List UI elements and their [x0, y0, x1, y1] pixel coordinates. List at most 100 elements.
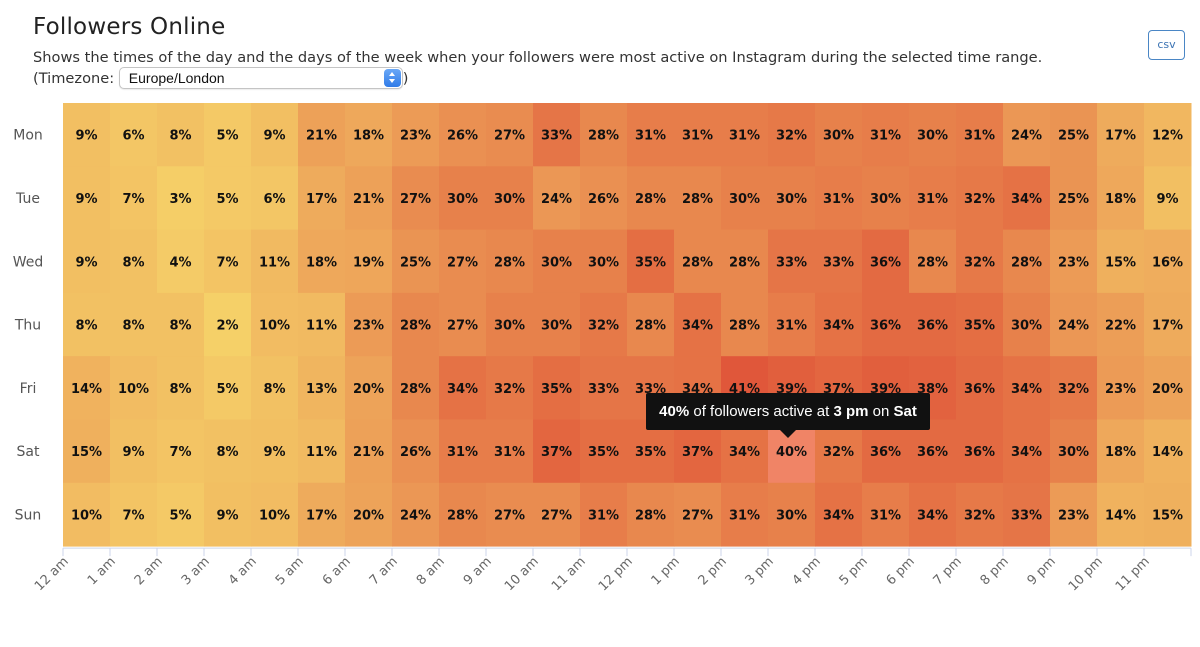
- heatmap-cell[interactable]: [298, 356, 346, 420]
- heatmap-cell[interactable]: [157, 356, 205, 420]
- select-arrows-icon[interactable]: [383, 68, 401, 87]
- heatmap-cell[interactable]: [63, 166, 111, 231]
- heatmap-cell[interactable]: [721, 419, 769, 484]
- heatmap-cell[interactable]: [627, 482, 675, 547]
- heatmap-cell[interactable]: [251, 419, 299, 484]
- heatmap-cell[interactable]: [298, 482, 346, 547]
- heatmap-cell[interactable]: [909, 292, 957, 357]
- heatmap-cell[interactable]: [1003, 229, 1051, 294]
- heatmap-cell[interactable]: [956, 229, 1004, 294]
- heatmap-cell[interactable]: [768, 292, 816, 357]
- heatmap-cell[interactable]: [627, 229, 675, 294]
- heatmap-cell[interactable]: [110, 166, 158, 231]
- heatmap-cell[interactable]: [956, 103, 1004, 167]
- heatmap-cell[interactable]: [157, 482, 205, 547]
- heatmap-cell[interactable]: [1144, 229, 1192, 294]
- heatmap-cell[interactable]: [956, 356, 1004, 420]
- heatmap-cell[interactable]: [721, 103, 769, 167]
- heatmap-cell[interactable]: [815, 292, 863, 357]
- heatmap-cell[interactable]: [533, 419, 581, 484]
- heatmap-cell[interactable]: [627, 419, 675, 484]
- heatmap-cell[interactable]: [298, 292, 346, 357]
- csv-export-button[interactable]: csv: [1148, 30, 1185, 60]
- heatmap-cell[interactable]: [1097, 229, 1145, 294]
- heatmap-cell[interactable]: [909, 229, 957, 294]
- heatmap-cell[interactable]: [1144, 103, 1192, 167]
- heatmap-cell[interactable]: [204, 166, 252, 231]
- heatmap-cell[interactable]: [63, 356, 111, 420]
- heatmap-cell[interactable]: [63, 292, 111, 357]
- heatmap-cell[interactable]: [721, 482, 769, 547]
- heatmap-cell[interactable]: [1003, 356, 1051, 420]
- heatmap-cell[interactable]: [956, 292, 1004, 357]
- heatmap-cell[interactable]: [909, 419, 957, 484]
- heatmap-cell[interactable]: [251, 229, 299, 294]
- heatmap-cell[interactable]: [1003, 166, 1051, 231]
- heatmap-cell[interactable]: [909, 166, 957, 231]
- heatmap-cell[interactable]: [392, 419, 440, 484]
- heatmap-cell[interactable]: [251, 166, 299, 231]
- heatmap-cell[interactable]: [721, 292, 769, 357]
- heatmap-cell[interactable]: [674, 482, 722, 547]
- heatmap-cell[interactable]: [439, 229, 487, 294]
- heatmap-cell[interactable]: [627, 166, 675, 231]
- heatmap-cell[interactable]: [1144, 166, 1192, 231]
- heatmap-cell[interactable]: [768, 103, 816, 167]
- heatmap-cell[interactable]: [345, 292, 393, 357]
- heatmap-cell[interactable]: [439, 419, 487, 484]
- heatmap-cell[interactable]: [627, 292, 675, 357]
- heatmap-cell[interactable]: [345, 166, 393, 231]
- heatmap-cell[interactable]: [298, 166, 346, 231]
- heatmap-cell[interactable]: [533, 229, 581, 294]
- heatmap-cell[interactable]: [204, 103, 252, 167]
- heatmap-cell[interactable]: [486, 419, 534, 484]
- heatmap-cell[interactable]: [392, 482, 440, 547]
- heatmap-cell[interactable]: [533, 166, 581, 231]
- heatmap-cell[interactable]: [1003, 292, 1051, 357]
- heatmap-cell[interactable]: [157, 419, 205, 484]
- heatmap-cell[interactable]: [1144, 419, 1192, 484]
- heatmap-cell[interactable]: [580, 419, 628, 484]
- heatmap-cell[interactable]: [204, 356, 252, 420]
- heatmap-cell[interactable]: [1050, 166, 1098, 231]
- heatmap-cell[interactable]: [1003, 103, 1051, 167]
- heatmap-cell[interactable]: [1144, 292, 1192, 357]
- heatmap-cell[interactable]: [815, 229, 863, 294]
- heatmap-cell[interactable]: [580, 356, 628, 420]
- heatmap-cell[interactable]: [63, 419, 111, 484]
- heatmap-cell[interactable]: [1050, 292, 1098, 357]
- heatmap-cell[interactable]: [486, 229, 534, 294]
- heatmap-cell[interactable]: [110, 482, 158, 547]
- heatmap-cell[interactable]: [674, 103, 722, 167]
- heatmap-cell[interactable]: [251, 103, 299, 167]
- heatmap-cell[interactable]: [1050, 229, 1098, 294]
- heatmap-cell[interactable]: [909, 103, 957, 167]
- heatmap-cell[interactable]: [862, 103, 910, 167]
- heatmap-cell[interactable]: [204, 419, 252, 484]
- heatmap-cell[interactable]: [110, 356, 158, 420]
- heatmap-cell[interactable]: [204, 229, 252, 294]
- heatmap-cell[interactable]: [486, 292, 534, 357]
- heatmap-cell[interactable]: [1097, 166, 1145, 231]
- heatmap-cell[interactable]: [392, 166, 440, 231]
- heatmap-cell[interactable]: [251, 292, 299, 357]
- heatmap-cell[interactable]: [1097, 103, 1145, 167]
- heatmap-cell[interactable]: [439, 482, 487, 547]
- heatmap-cell[interactable]: [439, 166, 487, 231]
- heatmap-cell[interactable]: [345, 356, 393, 420]
- timezone-select[interactable]: Europe/London: [118, 66, 403, 89]
- heatmap-cell[interactable]: [439, 103, 487, 167]
- heatmap-cell[interactable]: [580, 482, 628, 547]
- heatmap-cell[interactable]: [157, 229, 205, 294]
- heatmap-cell[interactable]: [815, 166, 863, 231]
- heatmap-cell[interactable]: [486, 103, 534, 167]
- heatmap-cell[interactable]: [580, 229, 628, 294]
- heatmap-cell[interactable]: [580, 166, 628, 231]
- heatmap-cell[interactable]: [862, 166, 910, 231]
- heatmap-cell[interactable]: [204, 482, 252, 547]
- heatmap-cell[interactable]: [721, 166, 769, 231]
- heatmap-cell[interactable]: [439, 356, 487, 420]
- heatmap-cell[interactable]: [157, 103, 205, 167]
- heatmap-cell[interactable]: [580, 103, 628, 167]
- heatmap-cell[interactable]: [392, 292, 440, 357]
